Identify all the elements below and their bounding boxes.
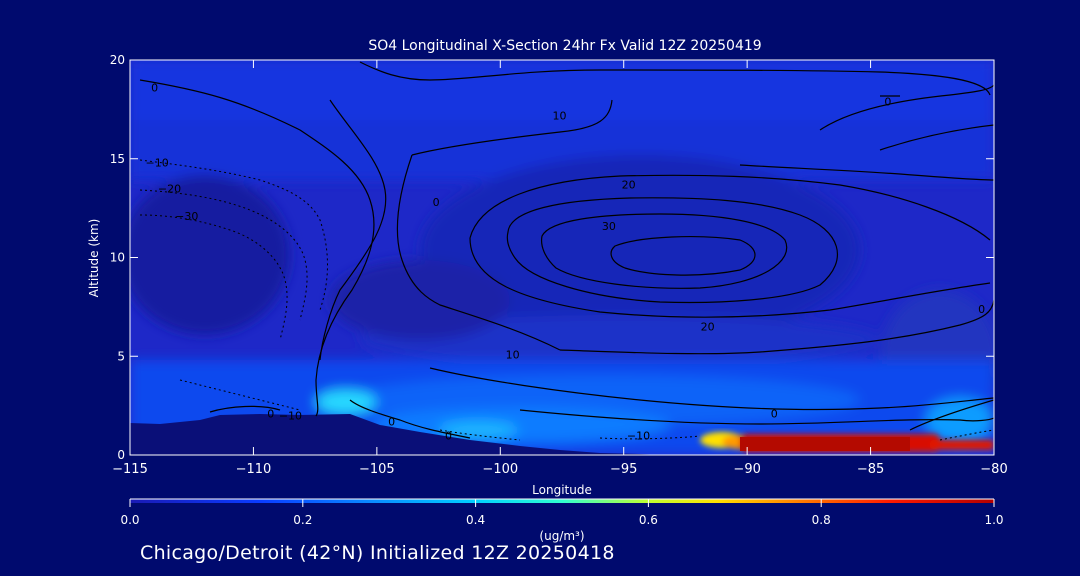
colorbar-tick-label: 0.0 [120,513,139,527]
contour-label: −10 [279,410,302,423]
footer-caption: Chicago/Detroit (42°N) Initialized 12Z 2… [140,542,615,564]
contour-label: 0 [388,415,395,428]
colorbar-units: (ug/m³) [539,529,584,543]
contour-label: 20 [701,321,715,334]
chart-title: SO4 Longitudinal X-Section 24hr Fx Valid… [368,38,761,54]
contour-label: 30 [602,220,616,233]
x-tick-label: −90 [733,462,760,477]
contour-label: 10 [553,109,567,122]
colorbar [130,499,994,503]
contour-label: 0 [978,303,985,316]
x-tick-label: −110 [236,462,272,477]
x-tick-label: −85 [857,462,884,477]
colorbar-tick-label: 1.0 [984,513,1003,527]
contour-label: −10 [627,429,650,442]
colorbar-ticks: 0.0 0.2 0.4 0.6 0.8 1.0 [120,499,1004,527]
x-tick-label: −95 [610,462,637,477]
contour-label: −10 [146,157,169,170]
contour-label: −20 [158,182,181,195]
contour-label: 0 [771,408,778,421]
y-tick-label: 15 [110,152,125,166]
contour-label: 0 [267,408,274,421]
y-tick-label: 0 [117,448,125,462]
y-axis-label: Altitude (km) [87,219,101,298]
colorbar-tick-label: 0.8 [812,513,831,527]
y-tick-label: 10 [110,251,125,265]
x-tick-label: −80 [980,462,1007,477]
terrain [130,414,660,455]
colorbar-tick-label: 0.2 [293,513,312,527]
contour-label: 20 [622,178,636,191]
x-axis-label: Longitude [532,483,592,497]
x-tick-label: −100 [482,462,518,477]
x-tick-label: −115 [112,462,148,477]
contour-label: 0 [884,95,891,108]
colorbar-tick-label: 0.4 [466,513,485,527]
contour-label: 0 [433,196,440,209]
contour-label: 10 [506,348,520,361]
contour-lines-dashed [139,159,994,441]
contour-label: −30 [175,210,198,223]
contour-label: 0 [445,429,452,442]
contour-label: 0 [151,82,158,95]
colorbar-tick-label: 0.6 [639,513,658,527]
y-tick-label: 20 [110,53,125,67]
contour-labels: 0 −10 −20 −30 10 0 0 20 30 20 10 0 0 −10 0 −10 0 0 [146,82,986,443]
y-tick-label: 5 [117,349,125,363]
x-tick-label: −105 [359,462,395,477]
contour-lines [139,61,994,439]
